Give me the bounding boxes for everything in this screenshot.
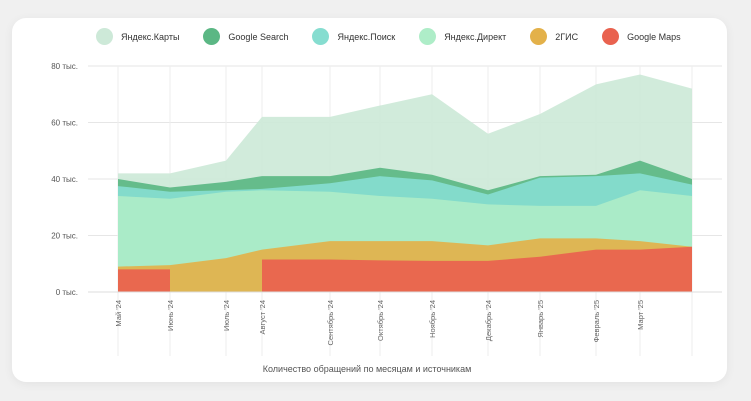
- legend-item[interactable]: Яндекс.Карты: [96, 28, 179, 45]
- legend-swatch: [203, 28, 221, 45]
- x-tick-label: Ноябрь '24: [428, 300, 437, 338]
- legend-item[interactable]: Яндекс.Поиск: [312, 28, 395, 45]
- x-tick-label: Май '24: [114, 300, 123, 327]
- x-tick-label: Март '25: [636, 300, 645, 330]
- legend-item[interactable]: Яндекс.Директ: [419, 28, 506, 45]
- legend-swatch: [96, 28, 113, 45]
- area-Google Maps: [262, 246, 692, 292]
- x-tick-label: Июль '24: [222, 300, 231, 331]
- y-tick-label: 80 тыс.: [51, 62, 78, 71]
- x-tick-label: Октябрь '24: [376, 300, 385, 341]
- series-areas: [118, 74, 692, 292]
- legend-item[interactable]: 2ГИС: [530, 28, 578, 45]
- legend-item[interactable]: Google Search: [203, 28, 288, 45]
- legend-label: Яндекс.Поиск: [337, 31, 396, 42]
- legend-label: 2ГИС: [555, 31, 579, 42]
- legend-item[interactable]: Google Maps: [602, 28, 681, 45]
- legend-swatch: [312, 28, 330, 45]
- legend-swatch: [602, 28, 620, 45]
- legend-label: Google Search: [228, 31, 289, 42]
- x-tick-label: Декабрь '24: [484, 300, 493, 341]
- x-tick-label: Сентябрь '24: [326, 300, 335, 345]
- y-tick-label: 0 тыс.: [56, 288, 78, 297]
- legend-label: Яндекс.Директ: [444, 31, 507, 42]
- chart-caption: Количество обращений по месяцам и источн…: [263, 364, 472, 374]
- y-tick-label: 40 тыс.: [51, 175, 78, 184]
- y-tick-label: 20 тыс.: [51, 232, 78, 241]
- area-Google Maps: [118, 269, 170, 292]
- chart-legend: Яндекс.Карты Google Search Яндекс.Поиск Янд…: [96, 28, 705, 45]
- legend-label: Google Maps: [627, 31, 681, 42]
- x-tick-label: Январь '25: [536, 300, 545, 338]
- x-tick-label: Июнь '24: [166, 300, 175, 331]
- y-tick-label: 60 тыс.: [51, 119, 78, 128]
- x-tick-label: Февраль '25: [592, 300, 601, 342]
- x-tick-labels: Май '24 Июнь '24 Июль '24 Август '24 Сентябр…: [114, 300, 645, 345]
- legend-swatch: [419, 28, 437, 45]
- legend-label: Яндекс.Карты: [121, 31, 180, 42]
- x-tick-label: Август '24: [258, 300, 267, 334]
- legend-swatch: [530, 28, 548, 45]
